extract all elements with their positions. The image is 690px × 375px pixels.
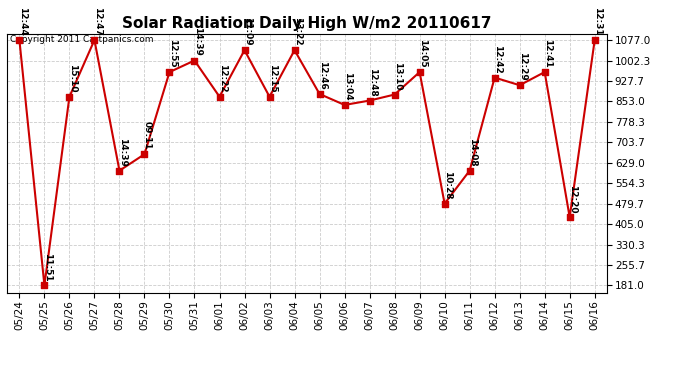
Point (39, 282, 50, 288)
Point (314, 91, 325, 97)
Text: 12:20: 12:20 (568, 184, 577, 213)
Point (14, 37, 25, 43)
Point (189, 57, 200, 63)
Point (164, 69, 175, 75)
Point (289, 47, 300, 53)
Text: 14:39: 14:39 (193, 27, 201, 56)
Text: 12:48: 12:48 (368, 68, 377, 96)
Point (564, 214, 575, 220)
Point (439, 201, 450, 207)
Point (464, 168, 475, 174)
Point (214, 94, 225, 100)
Point (264, 94, 275, 100)
Text: 12:41: 12:41 (543, 39, 552, 68)
Text: 12:29: 12:29 (518, 52, 527, 81)
Text: Copyright 2011 Cartpanics.com: Copyright 2011 Cartpanics.com (10, 35, 153, 44)
Point (64, 94, 75, 100)
Point (539, 69, 550, 75)
Point (389, 92, 400, 98)
Point (514, 82, 525, 88)
Point (489, 75, 500, 81)
Text: 12:44: 12:44 (18, 7, 27, 36)
Text: 09:11: 09:11 (143, 122, 152, 150)
Text: 11:09: 11:09 (243, 17, 252, 46)
Text: 15:10: 15:10 (68, 64, 77, 93)
Text: 12:15: 12:15 (268, 64, 277, 93)
Point (414, 69, 425, 75)
Point (139, 151, 150, 157)
Text: 12:46: 12:46 (318, 61, 327, 90)
Text: 13:04: 13:04 (343, 72, 352, 101)
Point (339, 102, 350, 108)
Text: 12:22: 12:22 (218, 64, 227, 93)
Text: 12:42: 12:42 (493, 45, 502, 74)
Text: 12:47: 12:47 (92, 7, 101, 36)
Text: 13:10: 13:10 (393, 62, 402, 90)
Point (89, 37, 100, 43)
Text: 12:31: 12:31 (593, 7, 602, 36)
Text: 14:05: 14:05 (418, 39, 427, 68)
Text: 11:51: 11:51 (43, 253, 52, 281)
Text: 14:08: 14:08 (468, 138, 477, 166)
Text: 12:55: 12:55 (168, 39, 177, 68)
Text: 10:28: 10:28 (443, 171, 452, 200)
Text: 14:39: 14:39 (118, 138, 127, 166)
Point (239, 47, 250, 53)
Title: Solar Radiation Daily High W/m2 20110617: Solar Radiation Daily High W/m2 20110617 (122, 16, 492, 31)
Point (589, 37, 600, 43)
Point (114, 168, 125, 174)
Point (364, 98, 375, 104)
Text: 13:22: 13:22 (293, 17, 302, 46)
